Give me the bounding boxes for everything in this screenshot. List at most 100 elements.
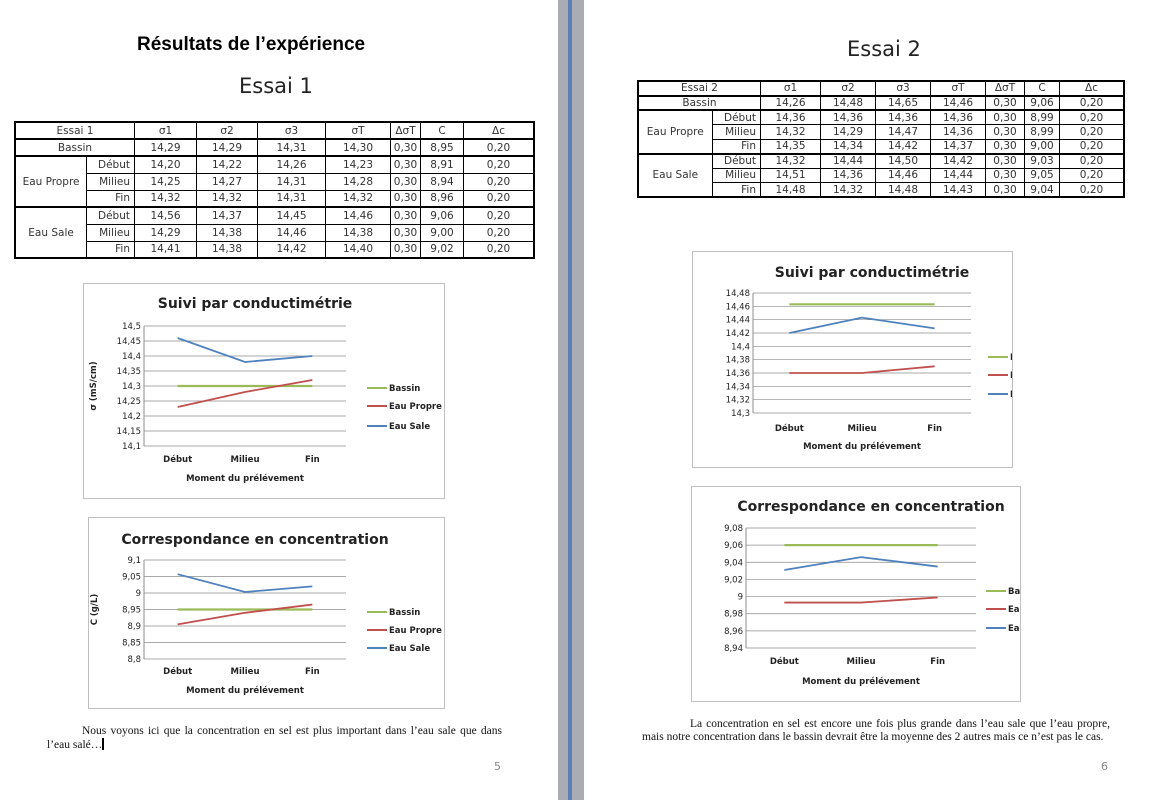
y-tick-label: 8,94	[724, 644, 743, 654]
x-tick-label: Fin	[930, 657, 945, 667]
table-row: Eau Propre Début 14,20 14,22 14,26 14,23 0,30 8…	[14, 155, 535, 208]
table-cell: 0,20	[463, 138, 535, 157]
table-cell: 0,20	[1059, 109, 1125, 125]
table-cell: 14,25	[134, 172, 197, 191]
table-cell: 14,35	[760, 138, 821, 154]
table-cell: 14,36	[875, 109, 931, 125]
table-cell: 9,02	[420, 240, 464, 259]
table-header-cell: C	[1024, 80, 1060, 96]
sub-label: Fin	[711, 138, 762, 154]
y-tick-label: 14,15	[117, 427, 141, 437]
series-line-eau-sale	[789, 316, 935, 334]
y-tick-label: 9,02	[724, 575, 743, 585]
table-header-cell: σT	[325, 121, 391, 140]
x-tick-label: Fin	[305, 455, 320, 465]
table-cell: 0,20	[1059, 138, 1125, 154]
table-cell: 0,30	[390, 172, 421, 191]
table-cell: 0,20	[463, 189, 535, 208]
table-cell: 8,96	[420, 189, 464, 208]
table-cell: 9,00	[1024, 138, 1060, 154]
y-tick-label: 8,85	[122, 639, 141, 649]
sub-label: Milieu	[86, 172, 135, 191]
table-cell: 0,20	[463, 223, 535, 242]
table-cell: 14,45	[257, 206, 326, 225]
table-cell: 14,42	[930, 152, 986, 169]
table-cell: 14,27	[196, 172, 258, 191]
table-header-cell: ΔσT	[985, 80, 1025, 96]
page-separator	[568, 0, 572, 800]
table-cell: 14,26	[760, 94, 821, 111]
legend-label: Eau Sale	[389, 644, 430, 654]
table-cell: 14,28	[325, 172, 391, 191]
table-header-cell: σ1	[134, 121, 197, 140]
table-cell: 14,32	[820, 182, 876, 198]
paragraph-text: Nous voyons ici que la concentration en …	[47, 725, 502, 751]
legend-label: Eau Propre	[1008, 605, 1020, 615]
sub-label: Début	[711, 109, 762, 125]
table-cell: 14,44	[820, 152, 876, 169]
table-cell: 14,42	[875, 138, 931, 154]
chart-conductimetry-essai-1: Suivi par conductimétrie 14,1 14,15 14,2 14,…	[83, 283, 445, 499]
y-tick-label: 8,9	[127, 622, 141, 632]
table-cell: 9,06	[1024, 94, 1060, 111]
table-header-cell: Δc	[1059, 80, 1125, 96]
table-cell: 9,05	[1024, 167, 1060, 183]
y-tick-label: 14,48	[726, 289, 750, 299]
series-line-eau-sale	[177, 337, 313, 363]
table-cell: 14,29	[134, 138, 197, 157]
table-cell: 14,48	[760, 182, 821, 198]
x-tick-label: Milieu	[230, 667, 259, 677]
page-number: 6	[1101, 760, 1108, 773]
y-tick-label: 9,05	[122, 573, 141, 583]
table-cell: 0,20	[1059, 152, 1125, 169]
paragraph-page-6[interactable]: La concentration en sel est encore une f…	[642, 718, 1110, 743]
table-cell: 14,56	[134, 206, 197, 225]
table-cell: 14,26	[257, 155, 326, 174]
sub-label: Milieu	[86, 223, 135, 242]
text-cursor	[102, 737, 105, 750]
x-tick-label: Début	[163, 666, 192, 677]
table-cell: 14,29	[820, 124, 876, 140]
table-cell: 14,29	[134, 223, 197, 242]
x-axis-label: Moment du prélévement	[803, 441, 921, 452]
y-tick-label: 14,4	[731, 342, 750, 352]
table-header-cell: σ3	[257, 121, 326, 140]
y-tick-label: 14,3	[122, 382, 141, 392]
paragraph-page-5[interactable]: Nous voyons ici que la concentration en …	[47, 725, 502, 751]
page-5: Résultats de l’expérience Essai 1 Essai …	[0, 0, 558, 800]
table-cell: 0,20	[1059, 124, 1125, 140]
table-row: Eau Propre Début 14,36 14,36 14,36 14,36 0,30 8…	[637, 109, 1125, 154]
table-row: Fin 14,41 14,38 14,42 14,40 0,30 9,02 0,20	[15, 240, 535, 259]
chart-conductimetry-essai-2: Suivi par conductimétrie 14,3 14,32 14,34 14…	[668, 251, 1063, 468]
group-label: Eau Propre	[637, 109, 713, 154]
chart-title: Correspondance en concentration	[121, 532, 388, 548]
x-tick-label: Début	[163, 454, 192, 465]
group-label: Eau Sale	[637, 152, 713, 198]
y-tick-label: 14,35	[117, 367, 141, 377]
table-cell: 0,30	[985, 152, 1025, 169]
table-cell: 14,37	[196, 206, 258, 225]
group-label: Eau Propre	[14, 155, 87, 208]
legend-label: Bassin	[389, 608, 420, 618]
sub-label: Début	[86, 206, 135, 225]
page-number: 5	[494, 760, 501, 773]
table-cell: 14,47	[875, 124, 931, 140]
legend-label: Eau Sale	[1008, 624, 1020, 634]
x-axis-label: Moment du prélévement	[186, 685, 304, 696]
x-tick-label: Début	[770, 656, 799, 667]
y-tick-label: 8,96	[724, 627, 743, 637]
x-tick-label: Milieu	[846, 657, 875, 667]
table-cell: 0,20	[463, 155, 535, 174]
table-cell: 9,06	[420, 206, 464, 225]
table-cell: 14,32	[134, 189, 197, 208]
table-header-cell: Essai 2	[637, 80, 761, 96]
y-tick-label: 14,34	[726, 382, 750, 392]
y-tick-label: 14,45	[117, 337, 141, 347]
table-cell: 14,46	[930, 94, 986, 111]
essai-2-title: Essai 2	[847, 37, 921, 61]
x-axis-label: Moment du prélévement	[802, 676, 920, 687]
table-cell: 14,32	[196, 189, 258, 208]
x-tick-label: Début	[775, 423, 804, 434]
series-line-eau-propre	[789, 365, 935, 374]
chart-title: Suivi par conductimétrie	[775, 265, 970, 281]
